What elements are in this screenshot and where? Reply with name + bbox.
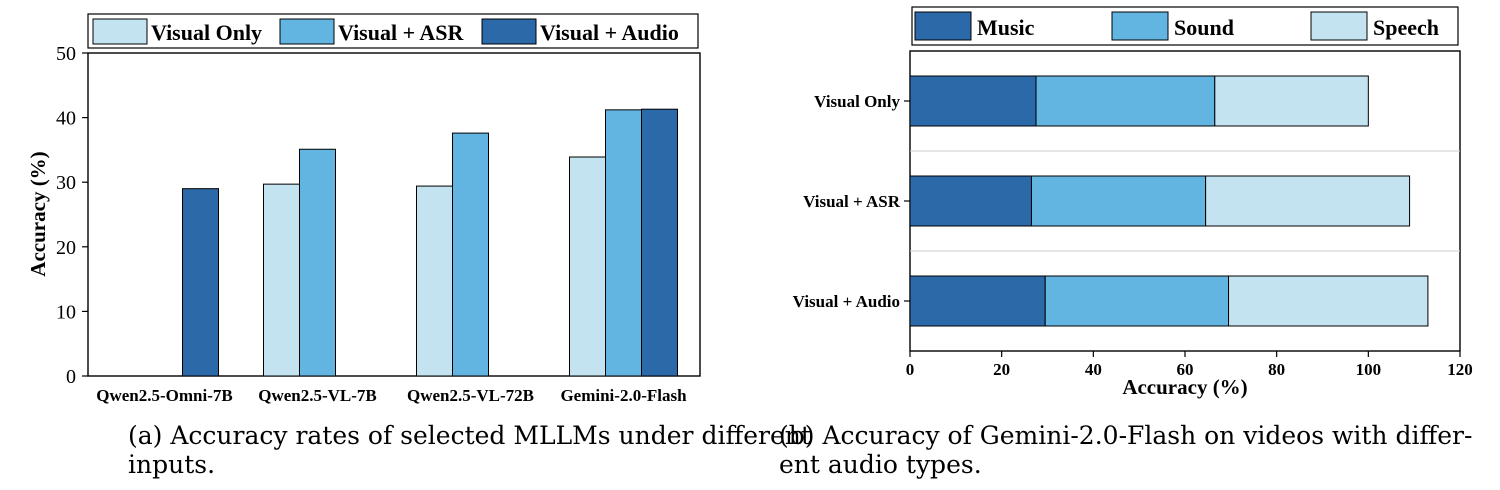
chart-b-bar-sound-visual-asr [1030,175,1207,227]
chart-b-x-axis-ticks: 0 20 40 60 80 100 120 [906,351,1473,379]
chart-b-y-tick-label: Visual + Audio [793,292,900,311]
chart-b-bar-sound-visual-only [1035,75,1216,127]
chart-a-legend-swatch-visual-audio [481,18,537,45]
chart-a-bar-visual-asr-qwen2-5-vl-72b [452,132,489,377]
chart-a-y-tick-label: 20 [56,237,76,259]
chart-b-x-tick-label: 60 [1177,360,1194,379]
chart-b-x-tick-label: 40 [1085,360,1102,379]
chart-a-legend-box [87,13,699,49]
chart-a-y-axis-title: Accuracy (%) [26,151,50,276]
chart-b-x-tick-label: 120 [1447,360,1473,379]
chart-a-bars [182,108,678,377]
caption-a-line-1: (a) Accuracy rates of selected MLLMs und… [128,421,811,450]
chart-a-bar-visual-asr-gemini-2-0-flash [605,109,642,377]
chart-a-y-axis-ticks: 0 10 20 30 40 50 [56,43,88,388]
chart-a-plot-frame [87,52,701,377]
chart-b-bar-speech-visual-only [1214,75,1369,127]
chart-a-bar-visual-only-qwen2-5-vl-72b [416,185,453,377]
chart-b-y-tick-label: Visual + ASR [803,192,901,211]
chart-a-y-tick-label: 10 [56,301,76,323]
chart-b-legend-label-speech: Speech [1373,15,1439,40]
chart-b-x-axis-title: Accuracy (%) [1122,375,1247,399]
chart-b-x-tick-label: 0 [906,360,915,379]
chart-a-y-tick-label: 30 [56,172,76,194]
chart-b-legend-label-sound: Sound [1174,15,1234,40]
chart-a-legend-swatch-visual-asr [279,18,335,45]
chart-a-y-tick-label: 50 [56,43,76,65]
chart-a-y-tick-label: 40 [56,108,76,130]
chart-b-bar-sound-visual-audio [1044,275,1230,327]
chart-b-x-tick-label: 20 [993,360,1010,379]
chart-a-legend: Visual Only Visual + ASR Visual + Audio [87,13,699,49]
chart-b-grid-lines [910,150,1460,252]
chart-a-legend-label-visual-audio: Visual + Audio [540,20,679,45]
chart-b-bar-music-visual-audio [909,275,1046,327]
chart-a-x-axis-ticks: Qwen2.5-Omni-7B Qwen2.5-VL-7B Qwen2.5-VL-7… [96,386,687,405]
chart-a-legend-swatch-visual-only [92,18,148,45]
chart-b-legend-swatch-music [914,11,972,41]
caption-b-line-1: (b) Accuracy of Gemini-2.0-Flash on vide… [779,421,1472,450]
chart-a-bar-visual-audio-qwen2-5-omni-7b [182,188,219,377]
chart-b-legend-label-music: Music [977,15,1035,40]
caption-b-line-2: ent audio types. [779,450,982,479]
chart-a-x-tick-label: Gemini-2.0-Flash [560,386,687,405]
chart-b-bars [909,75,1429,327]
chart-b-y-axis-ticks: Visual Only Visual + ASR Visual + Audio [793,92,910,311]
chart-a-bar-visual-audio-gemini-2-0-flash [641,108,678,377]
caption-a-line-2: inputs. [128,450,215,479]
chart-a-legend-label-visual-asr: Visual + ASR [338,20,465,45]
chart-b-x-tick-label: 100 [1356,360,1382,379]
chart-b-x-tick-label: 80 [1268,360,1285,379]
chart-a-bar-visual-asr-qwen2-5-vl-7b [299,148,336,377]
chart-b-legend-swatch-sound [1111,11,1169,41]
chart-a-x-tick-label: Qwen2.5-VL-72B [407,386,534,405]
chart-a-legend-label-visual-only: Visual Only [151,20,262,45]
chart-b-legend-swatch-speech [1310,11,1368,41]
chart-a-bar-visual-only-qwen2-5-vl-7b [263,183,300,377]
chart-b-stacked-horizontal-bar: Music Sound Speech Visual Only Visual + ASR… [793,6,1473,399]
chart-a-bar-visual-only-gemini-2-0-flash [569,156,606,377]
chart-b-bar-music-visual-asr [909,175,1032,227]
chart-b-bar-speech-visual-asr [1205,175,1411,227]
chart-a-x-tick-label: Qwen2.5-VL-7B [258,386,377,405]
chart-b-y-tick-label: Visual Only [814,92,900,111]
chart-b-legend: Music Sound Speech [911,6,1459,46]
chart-b-bar-speech-visual-audio [1228,275,1429,327]
chart-b-bar-music-visual-only [909,75,1037,127]
chart-a-x-tick-label: Qwen2.5-Omni-7B [96,386,232,405]
chart-a-grouped-bar: Visual Only Visual + ASR Visual + Audio 0 1… [26,13,701,405]
chart-a-y-tick-label: 0 [66,366,76,388]
